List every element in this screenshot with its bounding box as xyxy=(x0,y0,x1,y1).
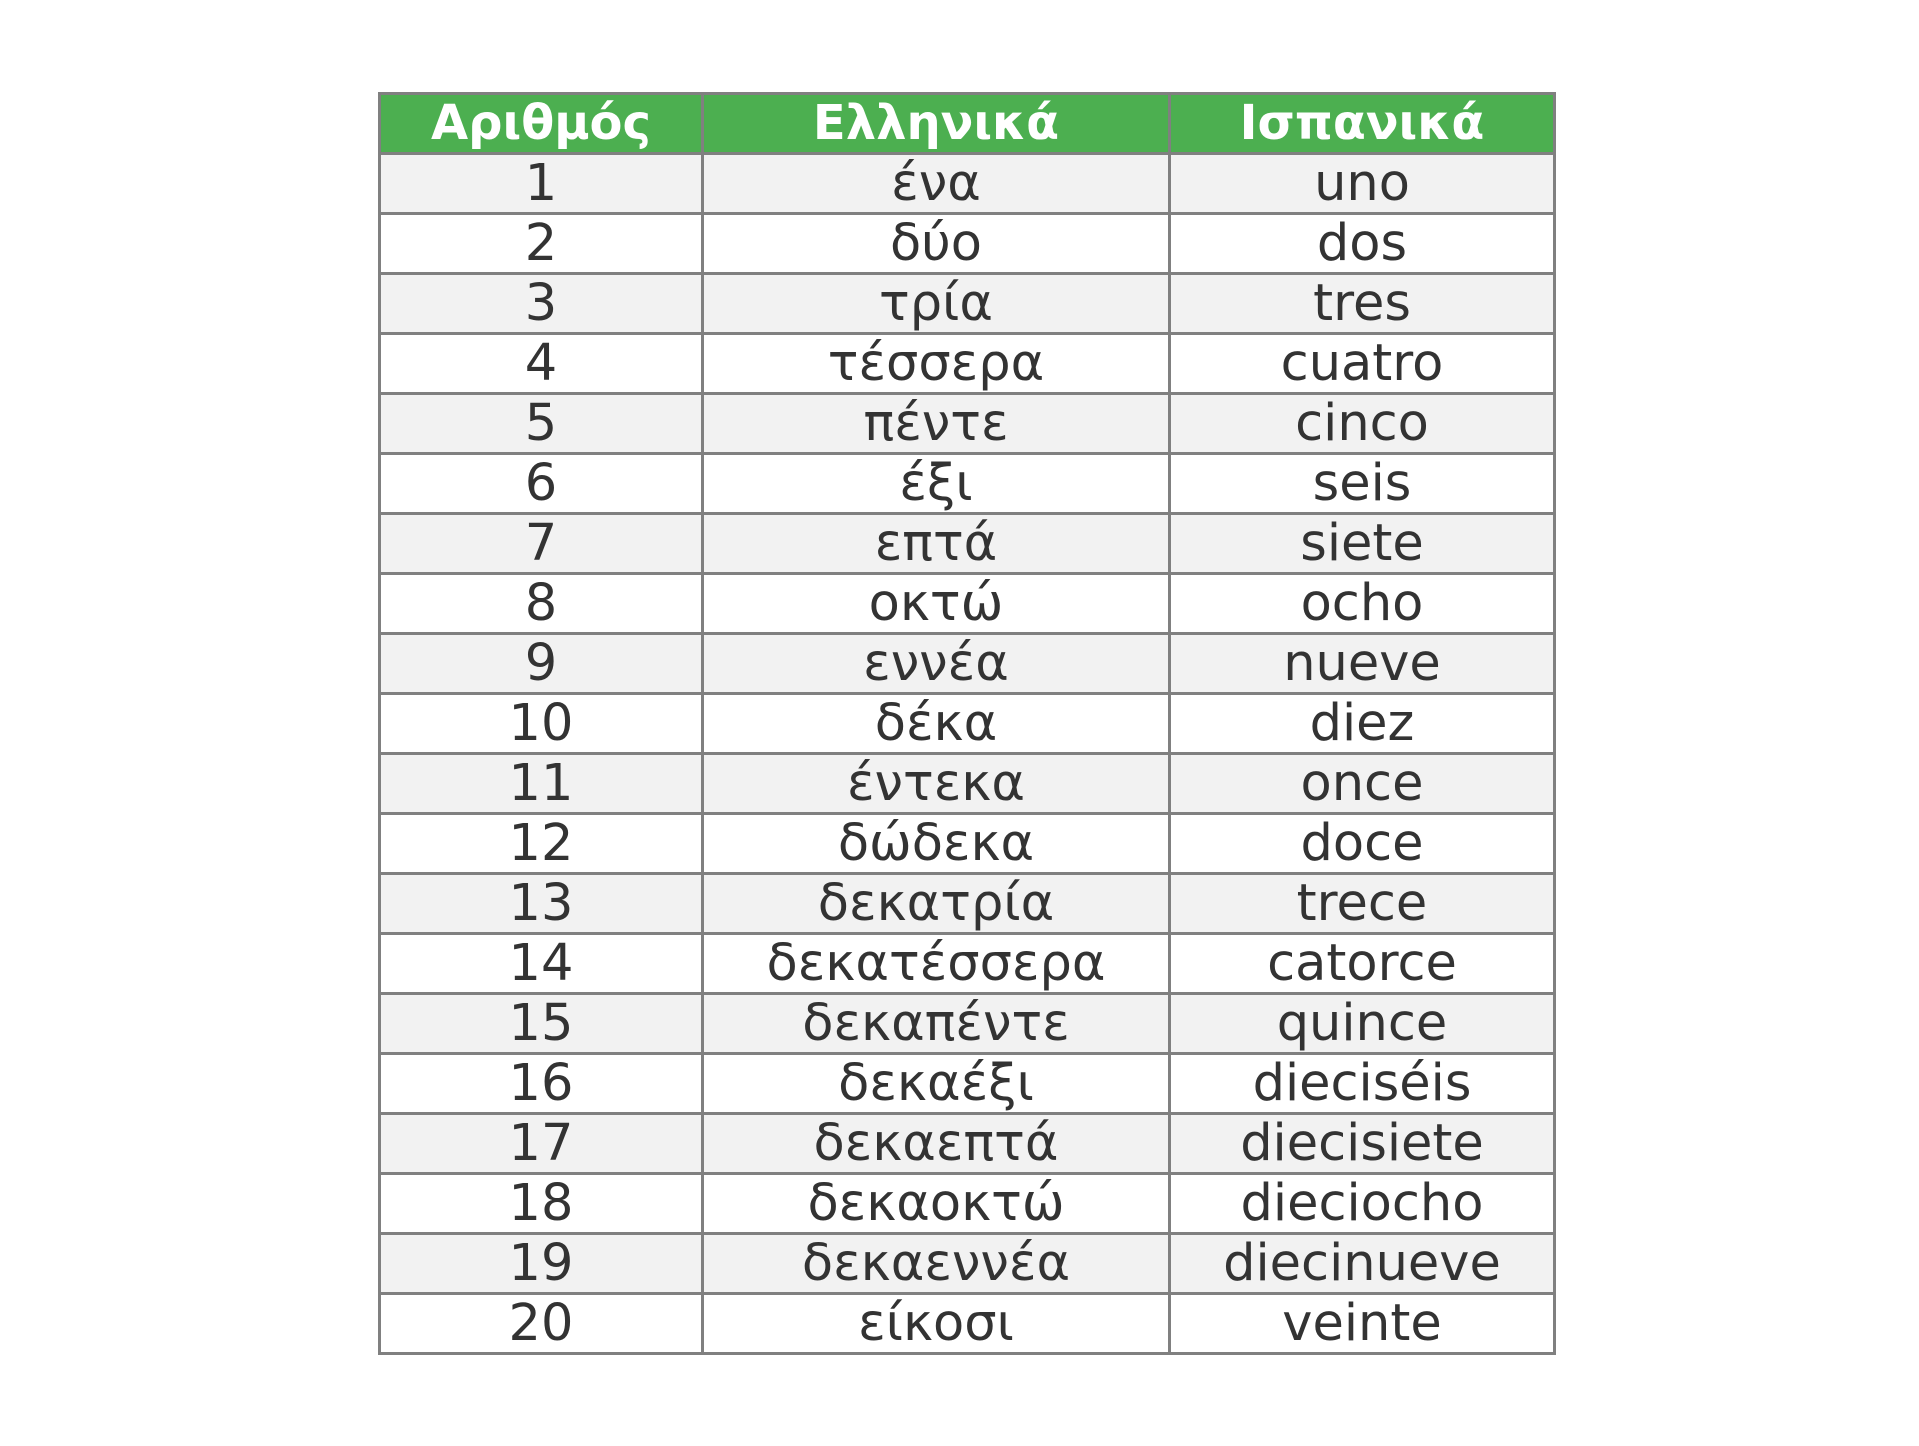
table-row: 16 δεκαέξι dieciséis xyxy=(378,1052,1556,1115)
table-row: 14 δεκατέσσερα catorce xyxy=(378,932,1556,995)
cell-greek: έξι xyxy=(701,452,1171,515)
cell-greek: πέντε xyxy=(701,392,1171,455)
cell-spanish: trece xyxy=(1168,872,1556,935)
cell-spanish: ocho xyxy=(1168,572,1556,635)
numbers-table: Αριθμός Ελληνικά Ισπανικά 1 ένα uno 2 δύο dos… xyxy=(378,92,1556,1355)
cell-number: 8 xyxy=(378,572,704,635)
table-row: 4 τέσσερα cuatro xyxy=(378,332,1556,395)
header-row: Αριθμός Ελληνικά Ισπανικά xyxy=(378,92,1556,155)
cell-greek: ένα xyxy=(701,152,1171,215)
table-row: 5 πέντε cinco xyxy=(378,392,1556,455)
cell-number: 13 xyxy=(378,872,704,935)
table-row: 17 δεκαεπτά diecisiete xyxy=(378,1112,1556,1175)
table-row: 7 επτά siete xyxy=(378,512,1556,575)
cell-spanish: quince xyxy=(1168,992,1556,1055)
cell-number: 12 xyxy=(378,812,704,875)
cell-greek: δεκαοκτώ xyxy=(701,1172,1171,1235)
table-row: 9 εννέα nueve xyxy=(378,632,1556,695)
cell-number: 14 xyxy=(378,932,704,995)
cell-spanish: dieciséis xyxy=(1168,1052,1556,1115)
cell-greek: οκτώ xyxy=(701,572,1171,635)
table-row: 19 δεκαεννέα diecinueve xyxy=(378,1232,1556,1295)
cell-spanish: once xyxy=(1168,752,1556,815)
cell-spanish: cuatro xyxy=(1168,332,1556,395)
cell-number: 7 xyxy=(378,512,704,575)
table-row: 12 δώδεκα doce xyxy=(378,812,1556,875)
cell-spanish: siete xyxy=(1168,512,1556,575)
table-row: 1 ένα uno xyxy=(378,152,1556,215)
cell-number: 17 xyxy=(378,1112,704,1175)
header-spanish: Ισπανικά xyxy=(1168,92,1556,155)
cell-number: 18 xyxy=(378,1172,704,1235)
cell-number: 15 xyxy=(378,992,704,1055)
cell-number: 5 xyxy=(378,392,704,455)
cell-number: 3 xyxy=(378,272,704,335)
header-number: Αριθμός xyxy=(378,92,704,155)
cell-spanish: seis xyxy=(1168,452,1556,515)
table-row: 15 δεκαπέντε quince xyxy=(378,992,1556,1055)
cell-greek: δύο xyxy=(701,212,1171,275)
table-row: 8 οκτώ ocho xyxy=(378,572,1556,635)
cell-spanish: doce xyxy=(1168,812,1556,875)
table-row: 10 δέκα diez xyxy=(378,692,1556,755)
cell-greek: δεκατέσσερα xyxy=(701,932,1171,995)
cell-number: 16 xyxy=(378,1052,704,1115)
cell-greek: δεκαεπτά xyxy=(701,1112,1171,1175)
cell-spanish: catorce xyxy=(1168,932,1556,995)
cell-greek: δεκαπέντε xyxy=(701,992,1171,1055)
cell-greek: είκοσι xyxy=(701,1292,1171,1355)
cell-number: 20 xyxy=(378,1292,704,1355)
cell-number: 19 xyxy=(378,1232,704,1295)
table-row: 6 έξι seis xyxy=(378,452,1556,515)
cell-spanish: uno xyxy=(1168,152,1556,215)
cell-spanish: dieciocho xyxy=(1168,1172,1556,1235)
header-greek: Ελληνικά xyxy=(701,92,1171,155)
table-row: 11 έντεκα once xyxy=(378,752,1556,815)
cell-spanish: cinco xyxy=(1168,392,1556,455)
cell-greek: δώδεκα xyxy=(701,812,1171,875)
cell-spanish: diez xyxy=(1168,692,1556,755)
cell-spanish: nueve xyxy=(1168,632,1556,695)
table-row: 13 δεκατρία trece xyxy=(378,872,1556,935)
cell-greek: έντεκα xyxy=(701,752,1171,815)
table-row: 2 δύο dos xyxy=(378,212,1556,275)
cell-greek: δεκατρία xyxy=(701,872,1171,935)
cell-greek: δεκαέξι xyxy=(701,1052,1171,1115)
table-row: 20 είκοσι veinte xyxy=(378,1292,1556,1355)
cell-number: 10 xyxy=(378,692,704,755)
cell-greek: τρία xyxy=(701,272,1171,335)
cell-greek: δέκα xyxy=(701,692,1171,755)
cell-greek: επτά xyxy=(701,512,1171,575)
cell-spanish: diecinueve xyxy=(1168,1232,1556,1295)
cell-spanish: veinte xyxy=(1168,1292,1556,1355)
cell-greek: τέσσερα xyxy=(701,332,1171,395)
cell-number: 1 xyxy=(378,152,704,215)
cell-number: 9 xyxy=(378,632,704,695)
cell-greek: δεκαεννέα xyxy=(701,1232,1171,1295)
cell-number: 4 xyxy=(378,332,704,395)
cell-number: 11 xyxy=(378,752,704,815)
table-row: 3 τρία tres xyxy=(378,272,1556,335)
cell-spanish: tres xyxy=(1168,272,1556,335)
cell-number: 2 xyxy=(378,212,704,275)
table-row: 18 δεκαοκτώ dieciocho xyxy=(378,1172,1556,1235)
cell-spanish: dos xyxy=(1168,212,1556,275)
cell-spanish: diecisiete xyxy=(1168,1112,1556,1175)
cell-number: 6 xyxy=(378,452,704,515)
cell-greek: εννέα xyxy=(701,632,1171,695)
